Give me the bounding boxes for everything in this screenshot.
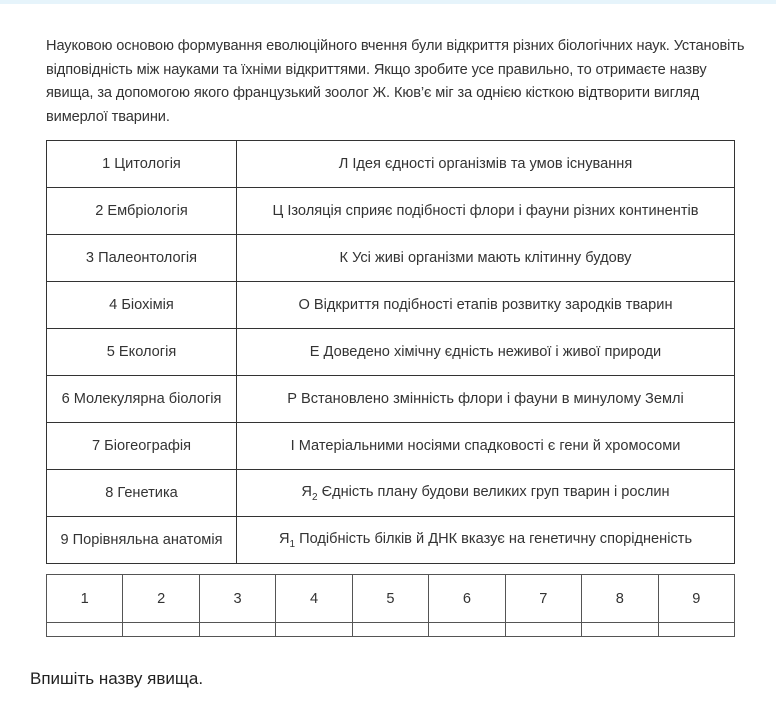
table-row: 5 Екологія Е Доведено хімічну єдність неж… [46, 328, 735, 376]
answer-number-cell: 8 [581, 574, 659, 623]
table-row: 8 Генетика Я2 Єдність плану будови велики… [46, 469, 735, 517]
answer-input-row [45, 622, 735, 637]
answer-prompt: Впишіть назву явища. [30, 669, 204, 688]
discovery-cell: Р Встановлено змінність флори і фауни в … [236, 375, 735, 423]
science-cell: 6 Молекулярна біологія [46, 375, 237, 423]
discovery-text: Подібність білків й ДНК вказує на генети… [295, 530, 693, 547]
discovery-cell: Ц Ізоляція сприяє подібності флори і фау… [236, 187, 735, 235]
science-cell: 9 Порівняльна анатомія [46, 516, 237, 564]
answer-input-cell[interactable] [581, 622, 659, 637]
task-text: Науковою основою формування еволюційного… [46, 38, 745, 125]
answer-number-cell: 1 [45, 574, 124, 623]
discovery-cell: Е Доведено хімічну єдність неживої і жив… [236, 328, 735, 376]
answer-number-cell: 3 [198, 574, 277, 623]
discovery-letter-index: 2 [311, 491, 318, 503]
answer-number-cell: 5 [351, 574, 430, 623]
answer-input-cell[interactable] [45, 622, 124, 637]
matching-table: 1 Цитологія Л Ідея єдності організмів та … [46, 140, 735, 564]
answer-input-cell[interactable] [504, 622, 583, 637]
science-cell: 7 Біогеографія [46, 422, 237, 470]
table-row: 7 Біогеографія І Матеріальними носіями сп… [46, 422, 735, 470]
discovery-letter-index: 1 [289, 538, 296, 550]
table-row: 9 Порівняльна анатомія Я1 Подібність білк… [46, 516, 735, 564]
discovery-cell: Я1 Подібність білків й ДНК вказує на ген… [236, 516, 735, 564]
science-cell: 4 Біохімія [46, 281, 237, 329]
answer-input-cell[interactable] [351, 622, 430, 637]
table-row: 4 Біохімія О Відкриття подібності етапів … [46, 281, 735, 329]
discovery-cell: І Матеріальними носіями спадковості є ге… [236, 422, 735, 470]
discovery-letter: Я [301, 483, 312, 500]
science-cell: 8 Генетика [46, 469, 237, 517]
table-row: 2 Ембріологія Ц Ізоляція сприяє подібност… [46, 187, 735, 235]
discovery-cell: Я2 Єдність плану будови великих груп тва… [236, 469, 735, 517]
science-cell: 2 Ембріологія [46, 187, 237, 235]
answer-input-cell[interactable] [657, 622, 735, 637]
discovery-cell: К Усі живі організми мають клітинну будо… [236, 234, 735, 282]
table-row: 6 Молекулярна біологія Р Встановлено змін… [46, 375, 735, 423]
discovery-text: Єдність плану будови великих груп тварин… [317, 483, 670, 500]
science-cell: 1 Цитологія [46, 140, 237, 188]
discovery-cell: О Відкриття подібності етапів розвитку з… [236, 281, 735, 329]
answer-input-cell[interactable] [275, 622, 353, 637]
science-cell: 3 Палеонтологія [46, 234, 237, 282]
science-cell: 5 Екологія [46, 328, 237, 376]
answer-input-cell[interactable] [122, 622, 200, 637]
top-bar [0, 0, 776, 4]
answer-number-cell: 2 [122, 574, 200, 623]
answer-number-cell: 9 [657, 574, 735, 623]
answer-input-cell[interactable] [428, 622, 506, 637]
discovery-letter: Я [278, 530, 290, 547]
answer-number-cell: 6 [428, 574, 506, 623]
table-row: 1 Цитологія Л Ідея єдності організмів та … [46, 140, 735, 188]
discovery-cell: Л Ідея єдності організмів та умов існува… [236, 140, 735, 188]
answer-number-cell: 7 [504, 574, 583, 623]
table-row: 3 Палеонтологія К Усі живі організми мают… [46, 234, 735, 282]
answer-number-cell: 4 [275, 574, 353, 623]
answer-input-cell[interactable] [198, 622, 277, 637]
